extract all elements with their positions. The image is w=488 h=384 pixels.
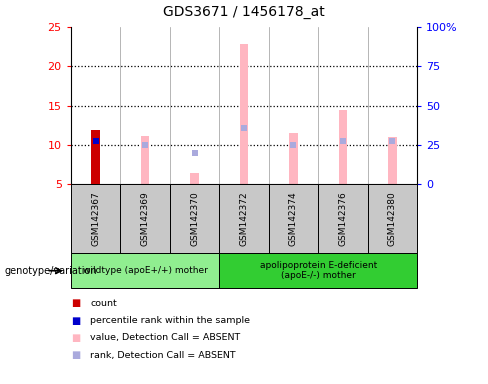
Text: GSM142370: GSM142370 (190, 192, 199, 246)
Text: GSM142376: GSM142376 (339, 192, 347, 246)
Text: rank, Detection Call = ABSENT: rank, Detection Call = ABSENT (90, 351, 236, 360)
Text: ■: ■ (71, 316, 80, 326)
Bar (339, 110, 347, 184)
Text: ■: ■ (71, 298, 80, 308)
Text: apolipoprotein E-deficient
(apoE-/-) mother: apolipoprotein E-deficient (apoE-/-) mot… (260, 261, 377, 280)
Text: value, Detection Call = ABSENT: value, Detection Call = ABSENT (90, 333, 241, 343)
Bar (240, 44, 248, 184)
Text: ■: ■ (71, 333, 80, 343)
Text: GDS3671 / 1456178_at: GDS3671 / 1456178_at (163, 5, 325, 19)
Text: wildtype (apoE+/+) mother: wildtype (apoE+/+) mother (82, 266, 207, 275)
Bar (141, 136, 149, 184)
Text: GSM142380: GSM142380 (388, 192, 397, 246)
Text: GSM142369: GSM142369 (141, 192, 149, 246)
Text: GSM142372: GSM142372 (240, 192, 248, 246)
Text: count: count (90, 299, 117, 308)
Text: GSM142374: GSM142374 (289, 192, 298, 246)
Bar (91, 130, 100, 184)
Text: GSM142367: GSM142367 (91, 192, 100, 246)
Bar (388, 137, 397, 184)
Bar (289, 133, 298, 184)
Text: percentile rank within the sample: percentile rank within the sample (90, 316, 250, 325)
Text: ■: ■ (71, 350, 80, 360)
Text: genotype/variation: genotype/variation (5, 266, 98, 276)
Bar (190, 173, 199, 184)
